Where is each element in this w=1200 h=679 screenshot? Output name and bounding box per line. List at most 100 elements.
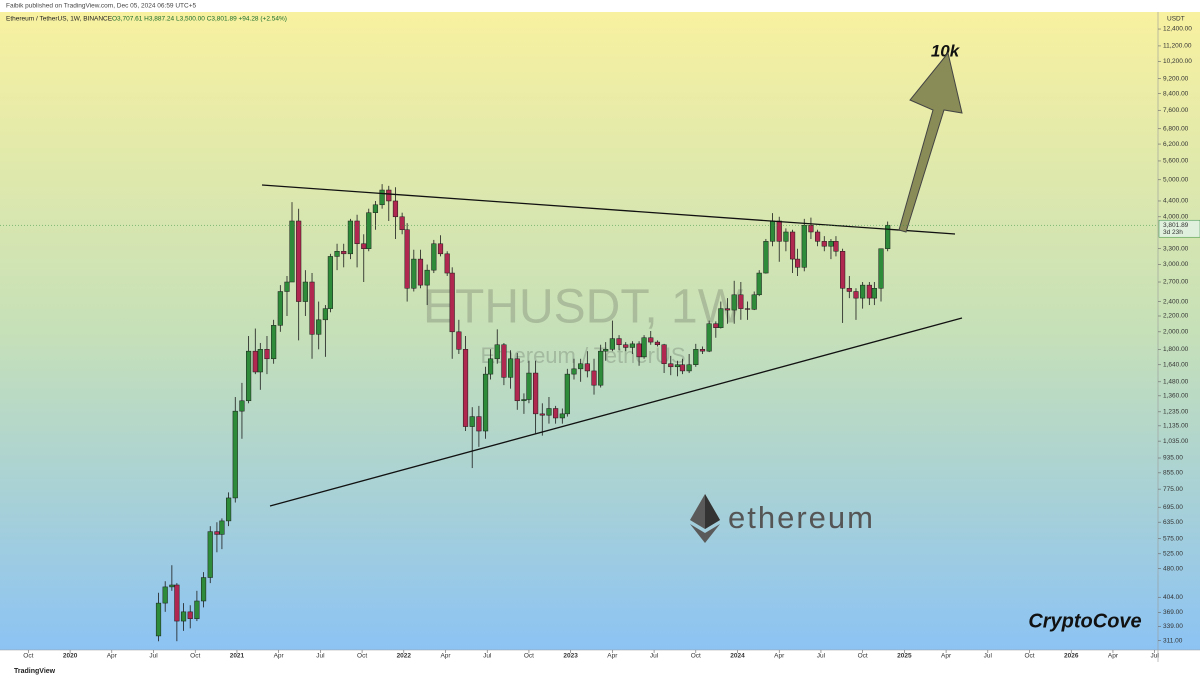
last-price-box [1158, 219, 1200, 238]
candle-body [219, 520, 225, 535]
candle-body [789, 231, 796, 260]
candle-body [487, 358, 494, 375]
candle-body [603, 349, 609, 352]
candle-body [361, 243, 367, 249]
price-unit: USDT [1167, 16, 1185, 23]
candle-body [399, 216, 405, 230]
last-price-label: 3,801.89 [1163, 222, 1189, 229]
x-tick-label: Apr [941, 653, 952, 660]
candle-body [713, 323, 719, 328]
candle-body [853, 291, 859, 299]
x-tick-label: 2021 [230, 653, 245, 660]
candle-body [533, 372, 539, 415]
candle-body [327, 256, 333, 309]
y-tick-label: 4,000.00 [1163, 214, 1189, 221]
candle-body [846, 288, 852, 292]
candle-body [769, 220, 776, 242]
y-tick-label: 2,700.00 [1163, 279, 1189, 286]
candle-body [246, 350, 252, 402]
logo-top-shade [705, 494, 720, 529]
y-tick-label: 6,200.00 [1163, 141, 1189, 148]
candle-body [821, 241, 827, 247]
candle-body [661, 344, 667, 364]
candle-body [706, 323, 712, 352]
candle-body [155, 602, 162, 637]
x-tick-label: Oct [858, 653, 868, 660]
watermark: ETHUSDT, 1W [423, 281, 744, 334]
x-tick-label: 2023 [563, 653, 578, 660]
candle-body [751, 294, 757, 310]
x-tick-label: 2022 [397, 653, 412, 660]
candle-body [456, 331, 462, 350]
candle-body [372, 204, 379, 213]
candle-body [840, 250, 846, 289]
candle-body [264, 349, 270, 360]
y-tick-label: 6,800.00 [1163, 125, 1189, 132]
candle-body [494, 344, 500, 360]
candle-body [200, 577, 207, 602]
candle-body [833, 241, 839, 252]
plot-background [0, 12, 1200, 650]
candle-body [239, 400, 245, 412]
candle-body [392, 200, 399, 218]
candle-body [431, 243, 437, 271]
candle-body [539, 413, 545, 416]
candle-body [731, 294, 737, 311]
candle-body [815, 231, 821, 242]
candle-body [174, 584, 180, 622]
y-tick-label: 525.00 [1163, 550, 1183, 557]
y-tick-label: 2,400.00 [1163, 298, 1189, 305]
projection-arrow [898, 51, 963, 233]
candle-body [302, 281, 308, 302]
publisher-header: Faibik published on TradingView.com, Dec… [6, 3, 197, 10]
candle-body [322, 308, 328, 321]
y-tick-label: 5,600.00 [1163, 158, 1189, 165]
x-tick-label: Jul [149, 653, 158, 660]
x-tick-label: 2020 [63, 653, 78, 660]
candle-body [162, 586, 168, 604]
x-tick-label: Jul [984, 653, 993, 660]
candle-body [411, 258, 417, 289]
y-tick-label: 11,200.00 [1163, 43, 1192, 50]
y-tick-label: 404.00 [1163, 594, 1183, 601]
candle-body [679, 364, 686, 372]
candle-body [578, 363, 584, 370]
candle-body [404, 229, 410, 289]
y-tick-label: 575.00 [1163, 535, 1183, 542]
x-tick-label: Oct [524, 653, 534, 660]
candle-body [207, 531, 213, 578]
candle-body [284, 281, 290, 292]
candle-body [860, 284, 866, 299]
candle-body [591, 370, 597, 386]
candle-body [309, 281, 315, 335]
brand-text: ethereum [728, 500, 875, 535]
bar-countdown: 3d 23h [1163, 229, 1183, 236]
candle-body [699, 349, 706, 352]
candle-body [232, 410, 238, 499]
candle-body [763, 241, 769, 274]
candle-body [756, 272, 762, 296]
y-tick-label: 311.00 [1163, 637, 1183, 644]
candle-body [878, 248, 884, 289]
candle-body [366, 212, 372, 249]
candle-body [686, 364, 692, 372]
candle-body [226, 497, 232, 522]
candle-body [674, 364, 681, 368]
y-tick-label: 855.00 [1163, 470, 1183, 477]
candle-body [277, 291, 283, 326]
candle-body [521, 399, 527, 402]
candle-body [379, 189, 385, 206]
symbol-title: Ethereum / TetherUS, 1W, BINANCE [6, 16, 113, 23]
y-tick-label: 3,000.00 [1163, 261, 1189, 268]
candle-body [194, 600, 200, 619]
x-tick-label: Oct [1024, 653, 1034, 660]
candle-body [553, 408, 559, 419]
candle-body [214, 531, 220, 535]
y-tick-label: 935.00 [1163, 455, 1183, 462]
candle-body [801, 225, 807, 268]
y-tick-label: 2,200.00 [1163, 313, 1189, 320]
candle-body [808, 225, 814, 233]
candle-body [341, 250, 347, 255]
candles [155, 184, 891, 642]
